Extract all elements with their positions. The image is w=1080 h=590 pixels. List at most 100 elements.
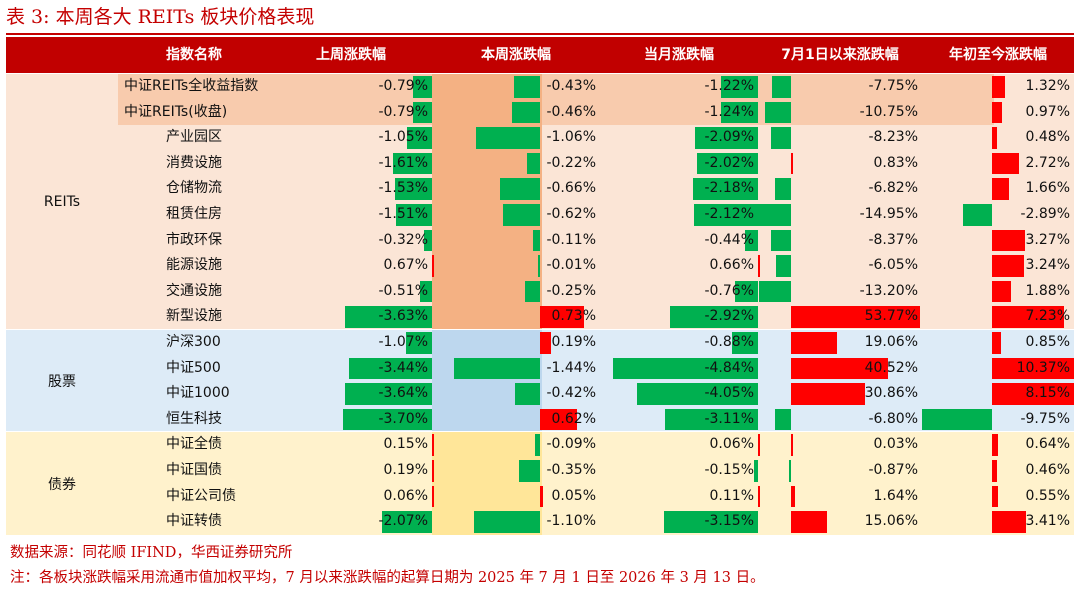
change-value: -13.20% — [859, 282, 918, 299]
change-value: -0.51% — [378, 282, 428, 299]
index-name: 仓储物流 — [166, 180, 222, 197]
loss-bar — [525, 280, 540, 303]
change-value: 30.86% — [864, 385, 918, 402]
loss-bar — [694, 204, 758, 226]
loss-bar — [413, 101, 432, 124]
index-name: 消费设施 — [166, 154, 222, 171]
group-label: 债券 — [48, 476, 76, 493]
loss-bar — [500, 178, 540, 200]
gain-bar — [992, 280, 1011, 303]
gain-bar — [791, 511, 828, 533]
gain-bar — [432, 485, 434, 508]
loss-bar — [770, 229, 791, 252]
table-row: 能源设施 0.67% -0.01% 0.66% -6.05% 3.24% — [6, 253, 1074, 279]
loss-bar — [419, 280, 432, 303]
index-name: 中证国债 — [166, 462, 222, 478]
table-row: 中证1000 -3.64% -0.42% -4.05% 30.86% 8.15% — [6, 381, 1074, 407]
loss-bar — [512, 101, 540, 124]
index-name: 恒生科技 — [166, 410, 222, 427]
table-row: 产业园区 -1.05% -1.06% -2.09% -8.23% 0.48% — [6, 125, 1074, 151]
table-row: 消费设施 -1.61% -0.22% -2.02% 0.83% 2.72% — [6, 151, 1074, 177]
change-value: 0.62% — [551, 410, 596, 427]
index-name: 中证1000 — [166, 385, 230, 402]
change-value: -0.11% — [546, 231, 596, 248]
gain-bar — [992, 152, 1020, 175]
gain-bar — [758, 434, 760, 456]
change-value: -6.05% — [868, 257, 918, 274]
loss-bar — [382, 511, 432, 533]
change-value: 1.64% — [873, 487, 918, 504]
gain-bar — [540, 408, 578, 431]
index-name: 中证转债 — [166, 513, 222, 530]
loss-bar — [534, 434, 540, 456]
index-name: 中证REITs全收益指数 — [124, 78, 259, 94]
loss-bar — [502, 204, 540, 226]
table-row: 中证REITs(收盘) -0.79% -0.46% -1.24% -10.75% 0.97… — [6, 100, 1074, 126]
index-name: 产业园区 — [166, 129, 222, 146]
table-title: 表 3: 本周各大 REITs 板块价格表现 — [6, 6, 315, 28]
gain-bar — [992, 383, 1074, 405]
gain-bar — [432, 255, 434, 277]
table-row: 中证转债 -2.07% -1.10% -3.15% 15.06% 3.41% — [6, 509, 1074, 535]
change-value: -1.61% — [378, 154, 428, 171]
loss-bar — [721, 76, 758, 98]
gain-bar — [791, 383, 866, 405]
header-last-week: 上周涨跌幅 — [316, 47, 386, 63]
loss-bar — [735, 280, 758, 303]
loss-bar — [759, 280, 791, 303]
index-name: 中证全债 — [166, 436, 222, 453]
change-value: -9.75% — [1020, 410, 1070, 427]
change-value: 0.03% — [873, 436, 918, 453]
gain-bar — [992, 434, 999, 456]
change-value: -0.66% — [546, 180, 596, 197]
table-row: 市政环保 -0.32% -0.11% -0.44% -8.37% 3.27% — [6, 228, 1074, 254]
change-value: -0.43% — [546, 78, 596, 94]
table-row: 租赁住房 -1.51% -0.62% -2.12% -14.95% -2.89% — [6, 202, 1074, 228]
change-value: -6.80% — [868, 410, 918, 427]
loss-bar — [406, 332, 432, 354]
change-value: 0.97% — [1025, 103, 1070, 120]
change-value: -1.44% — [546, 359, 596, 376]
loss-bar — [636, 383, 758, 405]
change-value: 3.27% — [1025, 231, 1070, 248]
change-value: -0.44% — [704, 231, 754, 248]
change-value: 1.88% — [1025, 282, 1070, 299]
change-value: 0.66% — [709, 257, 754, 274]
header-ytd: 年初至今涨跌幅 — [949, 47, 1047, 63]
loss-bar — [771, 127, 791, 149]
gain-bar — [992, 485, 998, 508]
loss-bar — [697, 152, 758, 175]
source-note: 数据来源：同花顺 IFIND，华西证券研究所 — [10, 545, 293, 561]
loss-bar — [663, 511, 758, 533]
table-row: 中证全债 0.15% -0.09% 0.06% 0.03% 0.64% — [6, 432, 1074, 458]
loss-bar — [963, 204, 992, 226]
change-value: -4.05% — [704, 385, 754, 402]
index-name: 交通设施 — [166, 282, 222, 299]
change-value: 15.06% — [864, 513, 918, 530]
table-row: 交通设施 -0.51% -0.25% -0.76% -13.20% 1.88% — [6, 279, 1074, 305]
change-value: -0.09% — [546, 436, 596, 453]
change-value: -0.88% — [704, 334, 754, 350]
gain-bar — [791, 306, 921, 328]
gain-bar — [992, 306, 1065, 328]
loss-bar — [695, 127, 758, 149]
group-label: REITs — [43, 194, 81, 210]
this-week-column-band — [432, 330, 542, 433]
gain-bar — [992, 229, 1025, 252]
loss-bar — [344, 306, 432, 328]
change-value: -2.07% — [378, 513, 428, 530]
change-value: 2.72% — [1025, 154, 1070, 171]
change-value: -3.64% — [378, 385, 428, 402]
loss-bar — [343, 408, 432, 431]
loss-bar — [753, 460, 758, 482]
loss-bar — [765, 101, 791, 124]
change-value: -3.70% — [378, 410, 428, 427]
change-value: -3.11% — [704, 410, 754, 427]
loss-bar — [395, 178, 432, 200]
loss-bar — [526, 152, 540, 175]
change-value: 40.52% — [864, 359, 918, 376]
index-name: 中证REITs(收盘) — [124, 103, 228, 120]
header-index-name: 指数名称 — [166, 47, 222, 63]
change-value: 53.77% — [864, 308, 918, 325]
loss-bar — [758, 204, 791, 226]
